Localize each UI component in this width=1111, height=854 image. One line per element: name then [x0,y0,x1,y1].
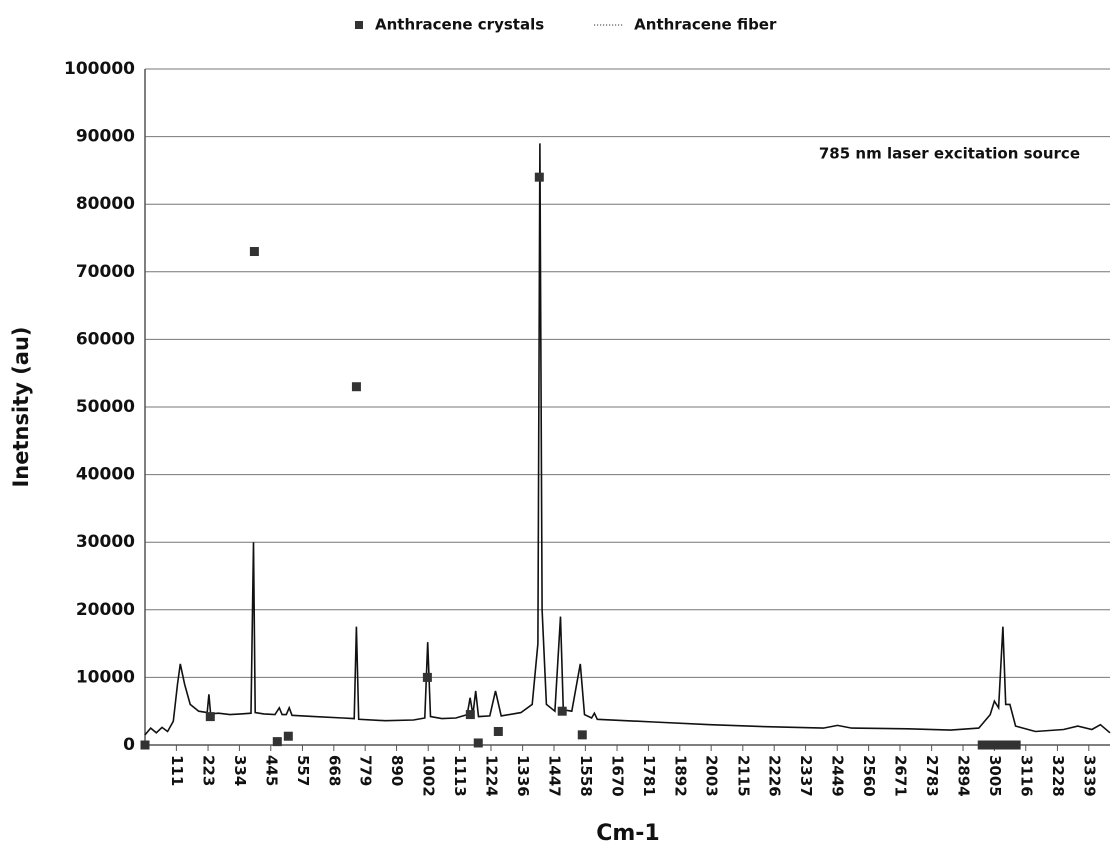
x-tick-label: 3228 [1049,755,1067,797]
legend-label: Anthracene fiber [634,16,777,34]
x-tick-label: 1447 [546,755,564,797]
point [465,710,475,720]
x-tick-label: 890 [388,755,406,786]
x-tick-label: 668 [325,755,343,786]
point [534,172,544,182]
x-tick-label: 2226 [766,755,784,797]
point [1011,740,1021,750]
x-tick-label: 2115 [734,755,752,797]
x-tick-label: 1336 [514,755,532,797]
point [283,731,293,741]
x-tick-label: 2003 [703,755,721,797]
y-tick-label: 30000 [76,532,135,552]
point [249,247,259,257]
y-tick-label: 90000 [76,127,135,147]
x-tick-label: 3339 [1080,755,1098,797]
y-tick-label: 60000 [76,329,135,349]
point [493,726,503,736]
x-tick-label: 1224 [482,755,500,797]
x-tick-label: 2783 [923,755,941,797]
x-tick-label: 2337 [797,755,815,797]
point [1006,740,1016,750]
x-tick-label: 1670 [609,755,627,797]
x-tick-label: 2894 [955,755,973,797]
x-tick-label: 223 [200,755,218,786]
point [473,738,483,748]
x-tick-label: 2671 [891,755,909,797]
y-tick-label: 10000 [76,667,135,687]
x-axis-label: Cm-1 [596,821,660,846]
x-tick-label: 1892 [671,755,689,797]
point [557,706,567,716]
y-tick-label: 100000 [64,59,135,79]
x-tick-label: 334 [231,755,249,786]
x-tick-label: 3005 [986,755,1004,797]
legend-swatch [355,21,363,29]
point [422,672,432,682]
annotation: 785 nm laser excitation source [819,145,1080,163]
point [577,730,587,740]
x-tick-label: 445 [262,755,280,786]
y-tick-label: 40000 [76,465,135,485]
x-tick-label: 1781 [640,755,658,797]
x-tick-label: 557 [294,755,312,786]
y-axis-label: Inetnsity (au) [9,326,33,487]
x-tick-label: 1558 [577,755,595,797]
point [351,382,361,392]
x-tick-label: 2560 [860,755,878,797]
y-tick-label: 80000 [76,194,135,214]
line [144,143,1111,736]
x-tick-label: 3116 [1017,755,1035,797]
x-tick-label: 1113 [451,755,469,797]
y-tick-label: 20000 [76,600,135,620]
point [272,737,282,747]
y-tick-label: 0 [123,735,135,755]
point [140,740,150,750]
x-tick-label: 111 [168,755,186,786]
y-tick-label: 70000 [76,262,135,282]
y-tick-label: 50000 [76,397,135,417]
x-tick-label: 1002 [420,755,438,797]
x-tick-label: 779 [357,755,375,786]
x-tick-label: 2449 [829,755,847,797]
point [205,712,215,722]
legend-label: Anthracene crystals [375,16,544,34]
